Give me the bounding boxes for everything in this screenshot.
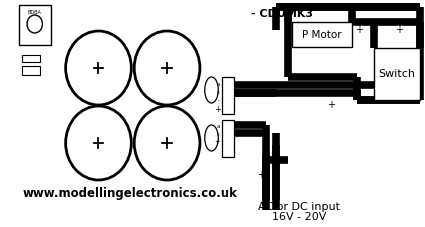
Text: +: + <box>214 106 221 114</box>
Text: +: + <box>355 25 363 35</box>
Bar <box>22 55 40 62</box>
Text: AC or DC input: AC or DC input <box>258 202 340 212</box>
Text: - CDUMK3: - CDUMK3 <box>251 9 313 19</box>
Text: a: a <box>217 123 220 128</box>
Text: c: c <box>217 131 220 136</box>
Bar <box>19 5 51 45</box>
Bar <box>22 66 40 75</box>
Text: +: + <box>214 139 220 145</box>
Bar <box>292 22 351 47</box>
Ellipse shape <box>205 125 218 151</box>
Text: P Motor: P Motor <box>302 30 341 40</box>
Text: c: c <box>217 91 220 96</box>
Ellipse shape <box>134 31 200 105</box>
Ellipse shape <box>65 106 131 180</box>
Text: -: - <box>218 99 220 104</box>
Text: +: + <box>327 100 335 110</box>
Text: +: + <box>257 170 265 180</box>
Text: Switch: Switch <box>379 69 416 79</box>
Ellipse shape <box>27 15 42 33</box>
Ellipse shape <box>205 77 218 103</box>
Text: +: + <box>395 25 403 35</box>
Text: a: a <box>217 82 220 87</box>
Bar <box>222 77 234 114</box>
Text: BDBA: BDBA <box>28 10 42 15</box>
Ellipse shape <box>134 106 200 180</box>
Bar <box>222 120 234 157</box>
Text: 16V - 20V: 16V - 20V <box>272 212 326 222</box>
Ellipse shape <box>65 31 131 105</box>
Bar <box>374 48 420 100</box>
Text: www.modellingelectronics.co.uk: www.modellingelectronics.co.uk <box>23 187 238 200</box>
